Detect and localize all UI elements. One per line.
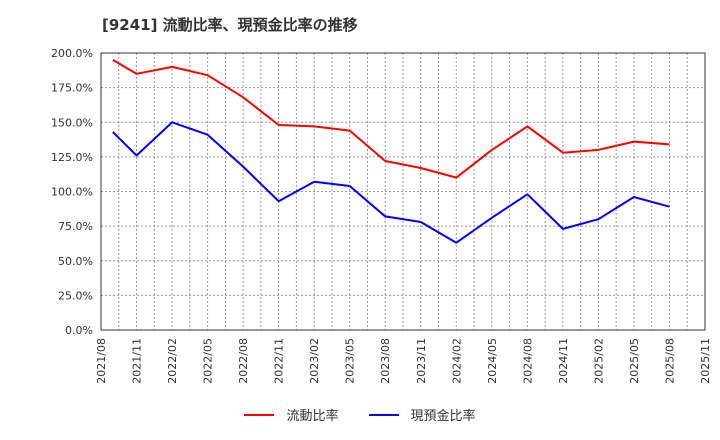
svg-text:2024/11: 2024/11: [557, 338, 570, 384]
svg-text:25.0%: 25.0%: [58, 289, 93, 302]
svg-text:50.0%: 50.0%: [58, 255, 93, 268]
svg-text:2024/02: 2024/02: [450, 338, 463, 384]
svg-text:2022/11: 2022/11: [273, 338, 286, 384]
svg-text:2025/05: 2025/05: [628, 338, 641, 384]
svg-text:2025/02: 2025/02: [592, 338, 605, 384]
svg-text:75.0%: 75.0%: [58, 220, 93, 233]
svg-text:2022/08: 2022/08: [237, 338, 250, 384]
legend-label: 現預金比率: [410, 409, 476, 424]
svg-text:2023/02: 2023/02: [308, 338, 321, 384]
svg-text:2025/08: 2025/08: [663, 338, 676, 384]
svg-text:2023/05: 2023/05: [344, 338, 357, 384]
red-line-swatch-icon: [244, 413, 275, 416]
svg-text:0.0%: 0.0%: [65, 324, 93, 337]
svg-text:100.0%: 100.0%: [51, 186, 93, 199]
svg-text:2023/11: 2023/11: [415, 338, 428, 384]
svg-text:150.0%: 150.0%: [51, 116, 93, 129]
blue-line-swatch-icon: [368, 413, 399, 416]
chart-title: [9241] 流動比率、現預金比率の推移: [102, 16, 358, 34]
svg-text:2022/02: 2022/02: [166, 338, 179, 384]
svg-text:2021/08: 2021/08: [95, 338, 108, 384]
svg-text:2024/05: 2024/05: [486, 338, 499, 384]
svg-text:2022/05: 2022/05: [202, 338, 215, 384]
legend: 流動比率 現預金比率: [0, 405, 720, 424]
svg-text:2023/08: 2023/08: [379, 338, 392, 384]
svg-text:2025/11: 2025/11: [699, 338, 712, 384]
svg-text:2024/08: 2024/08: [521, 338, 534, 384]
svg-text:175.0%: 175.0%: [51, 82, 93, 95]
svg-text:2021/11: 2021/11: [131, 338, 144, 384]
legend-item-cash-ratio: 現預金比率: [368, 405, 476, 424]
svg-text:125.0%: 125.0%: [51, 151, 93, 164]
legend-item-current-ratio: 流動比率: [244, 405, 339, 424]
legend-label: 流動比率: [286, 409, 339, 424]
svg-text:200.0%: 200.0%: [51, 47, 93, 60]
